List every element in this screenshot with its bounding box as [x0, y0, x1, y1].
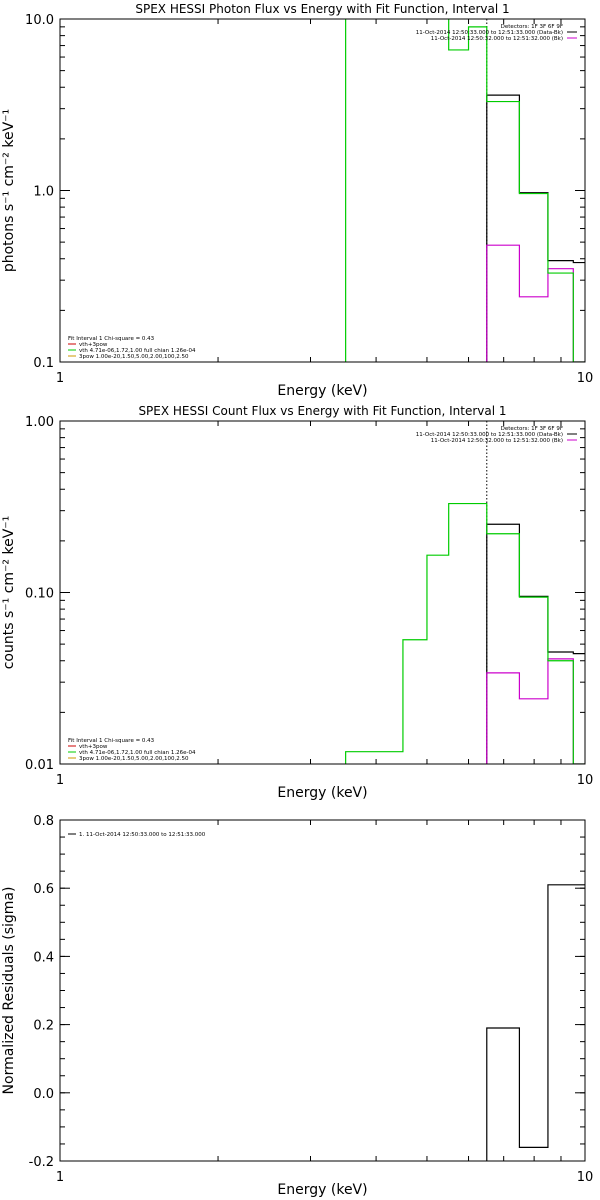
- legend-entry: 3pow 1.00e-20,1.50,5.00,2.00,100,2.50: [79, 354, 189, 360]
- y-tick-label: 0.0: [33, 1087, 54, 1102]
- legend-entry: 3pow 1.00e-20,1.50,5.00,2.00,100,2.50: [79, 756, 189, 762]
- chart-title: SPEX HESSI Count Flux vs Energy with Fit…: [138, 404, 506, 418]
- x-tick-label: 1: [56, 1170, 64, 1185]
- plot-area: [345, 421, 585, 764]
- plot-area: [486, 884, 585, 1161]
- x-tick-label: 10: [577, 773, 594, 788]
- series-1: [486, 94, 585, 362]
- legend-entry: 11-Oct-2014 12:50:32.000 to 12:51:32.000…: [431, 36, 563, 42]
- y-tick-label: -0.2: [29, 1155, 54, 1170]
- y-tick-label: 10.0: [25, 13, 54, 28]
- legend-entry: 11-Oct-2014 12:50:32.000 to 12:51:32.000…: [431, 438, 563, 444]
- legend-entry: 11-Oct-2014 12:50:33.000 to 12:51:33.000…: [416, 30, 563, 36]
- y-tick-label: 0.6: [33, 882, 54, 897]
- legend-entry: Fit Interval 1 Chi-square = 0.43: [68, 336, 155, 342]
- legend-entry: vth 4.71e-06,1.72,1.00 full chian 1.26e-…: [79, 348, 196, 354]
- legend-entry: vth+3pow: [79, 744, 108, 750]
- series-line: [486, 523, 585, 764]
- chart-title: SPEX HESSI Photon Flux vs Energy with Fi…: [135, 2, 509, 16]
- chart-panel-2: SPEX HESSI Count Flux vs Energy with Fit…: [1, 404, 593, 801]
- chart-panel-1: SPEX HESSI Photon Flux vs Energy with Fi…: [1, 2, 593, 399]
- legend-entry: Fit Interval 1 Chi-square = 0.43: [68, 738, 155, 744]
- series-3: [345, 19, 585, 362]
- x-tick-label: 1: [56, 371, 64, 386]
- series-1: [486, 884, 585, 1161]
- legend-entry: Detectors: 1F 3F 6F 9F: [501, 426, 563, 432]
- plot-frame: [59, 18, 586, 363]
- series-line: [486, 94, 585, 362]
- x-tick-label: 10: [577, 1170, 594, 1185]
- x-tick-label: 1: [56, 773, 64, 788]
- x-axis-label: Energy (keV): [277, 383, 367, 399]
- y-axis-label: Normalized Residuals (sigma): [1, 887, 17, 1095]
- y-tick-label: 0.2: [33, 1019, 54, 1034]
- y-tick-label: 0.01: [25, 758, 54, 773]
- legend-entry: vth+3pow: [79, 342, 108, 348]
- series-line: [345, 502, 585, 764]
- x-axis-label: Energy (keV): [277, 1182, 367, 1198]
- legend-entry: 1. 11-Oct-2014 12:50:33.000 to 12:51:33.…: [79, 832, 206, 838]
- y-tick-label: 1.00: [25, 415, 54, 430]
- y-tick-label: 0.4: [33, 950, 54, 965]
- legend-entry: 11-Oct-2014 12:50:33.000 to 12:51:33.000…: [416, 432, 563, 438]
- chart-panel-3: 1 10 -0.2 0.0 0.2 0.4 0.6 0.8 Energy (keV) Normal…: [1, 814, 593, 1198]
- series-line: [486, 884, 585, 1161]
- series-1: [486, 523, 585, 764]
- legend-entry: vth 4.71e-06,1.72,1.00 full chian 1.26e-…: [79, 750, 196, 756]
- y-tick-label: 0.1: [33, 356, 54, 371]
- x-axis-label: Energy (keV): [277, 785, 367, 801]
- x-tick-label: 10: [577, 371, 594, 386]
- y-tick-label: 0.10: [25, 587, 54, 602]
- plot-frame: [59, 420, 586, 765]
- series-3: [345, 502, 585, 764]
- y-axis-label: counts s⁻¹ cm⁻² keV⁻¹: [1, 516, 17, 670]
- series-line: [345, 19, 585, 362]
- y-ticks: 0.1 1.0 10.0: [25, 13, 585, 371]
- plot-area: [345, 19, 585, 362]
- y-tick-label: 0.8: [33, 814, 54, 829]
- legend: 1. 11-Oct-2014 12:50:33.000 to 12:51:33.…: [68, 832, 206, 838]
- legend-entry: Detectors: 1F 3F 6F 9F: [501, 24, 563, 30]
- y-tick-label: 1.0: [33, 185, 54, 200]
- plot-frame: [59, 819, 586, 1162]
- y-axis-label: photons s⁻¹ cm⁻² keV⁻¹: [1, 109, 17, 272]
